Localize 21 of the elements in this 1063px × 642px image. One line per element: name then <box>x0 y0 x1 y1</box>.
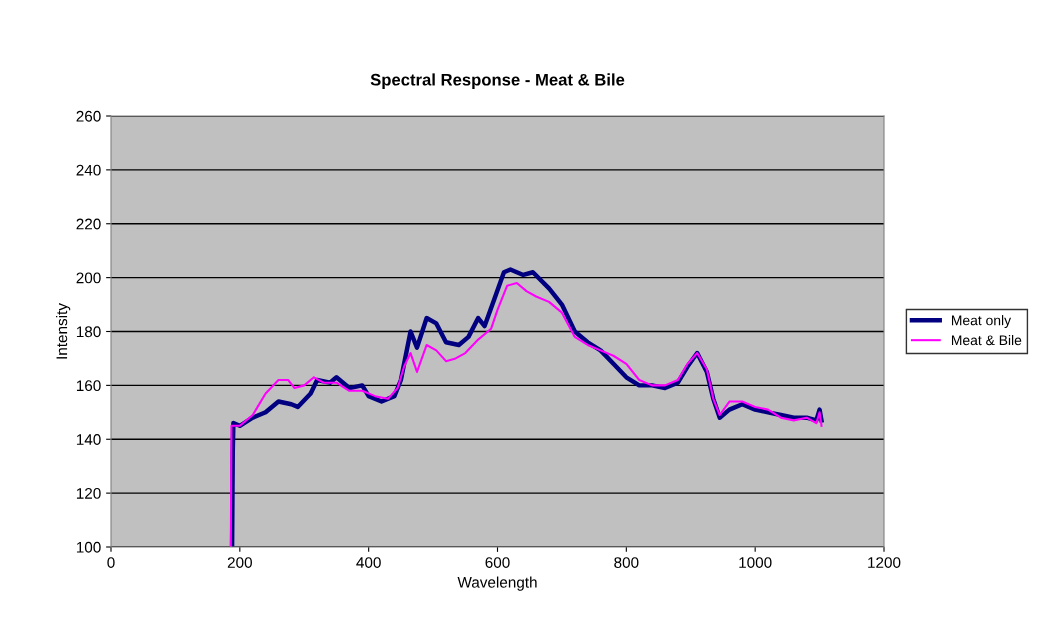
y-axis-title: Intensity <box>55 303 71 359</box>
x-tick-label: 400 <box>356 557 381 568</box>
y-tick-label: 180 <box>76 326 101 338</box>
x-tick-label: 600 <box>485 557 510 568</box>
y-tick-label: 120 <box>76 487 101 499</box>
x-tick-label: 200 <box>227 557 252 568</box>
y-tick-label: 100 <box>76 541 101 553</box>
x-tick-label: 1200 <box>868 557 901 568</box>
y-tick-label: 220 <box>76 218 101 230</box>
x-tick-label: 0 <box>107 557 115 568</box>
chart-title: Spectral Response - Meat & Bile <box>370 73 625 89</box>
legend-label: Meat only <box>951 315 1012 329</box>
x-tick-label: 800 <box>614 557 639 568</box>
y-tick-label: 240 <box>76 164 101 176</box>
y-tick-label: 260 <box>76 110 101 122</box>
x-axis-title: Wavelength <box>457 576 537 591</box>
legend-label: Meat & Bile <box>951 334 1022 346</box>
y-tick-label: 160 <box>76 380 101 392</box>
y-tick-label: 200 <box>76 272 101 284</box>
x-tick-label: 1000 <box>739 557 772 568</box>
y-tick-label: 140 <box>76 434 101 445</box>
